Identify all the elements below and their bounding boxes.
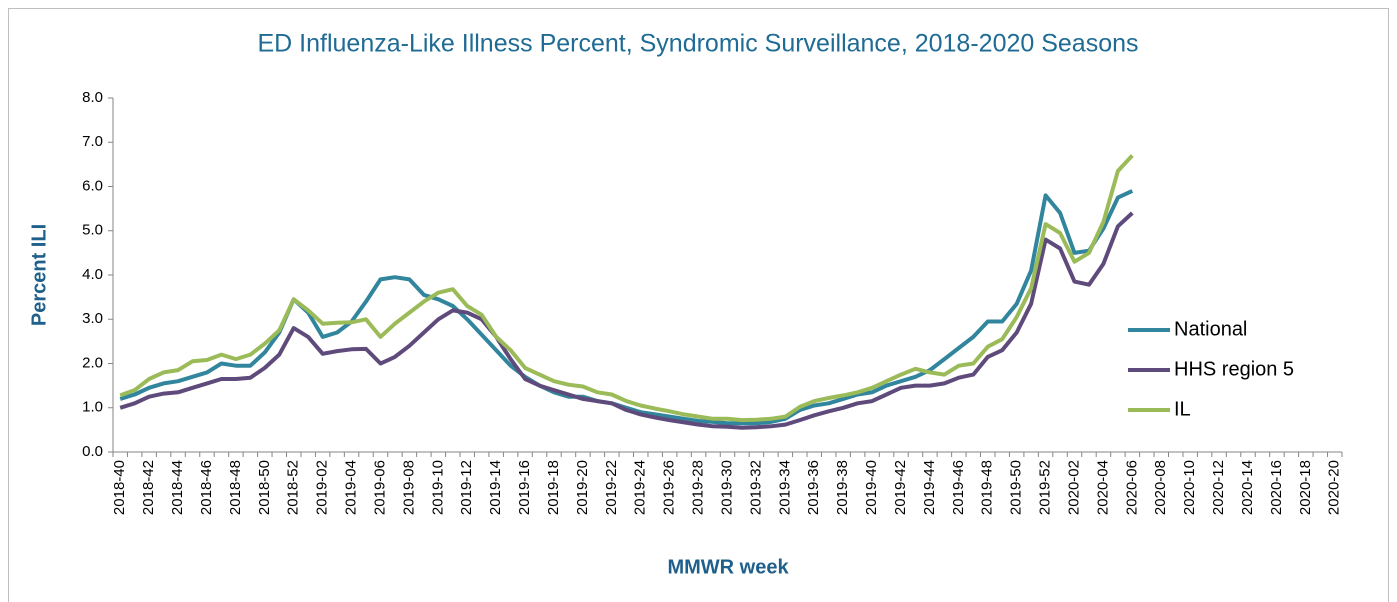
x-tick-label: 2019-52 [1037, 460, 1054, 515]
x-tick-label: 2019-02 [314, 460, 331, 515]
x-tick-label: 2019-22 [603, 460, 620, 515]
x-tick-label: 2019-30 [718, 460, 735, 515]
x-tick-label: 2019-24 [632, 460, 649, 515]
x-tick-label: 2020-18 [1297, 460, 1314, 515]
x-tick-label: 2020-20 [1326, 460, 1343, 515]
x-tick-label: 2018-44 [169, 460, 186, 515]
y-tick-label: 2.0 [82, 354, 103, 371]
x-tick-label: 2019-38 [834, 460, 851, 515]
chart-frame [8, 8, 1389, 602]
x-tick-label: 2018-52 [285, 460, 302, 515]
x-tick-label: 2019-04 [343, 460, 360, 515]
x-tick-label: 2020-14 [1239, 460, 1256, 515]
x-tick-label: 2019-14 [487, 460, 504, 515]
x-tick-label: 2020-16 [1268, 460, 1285, 515]
series-line [119, 211, 1134, 430]
x-tick-label: 2019-20 [574, 460, 591, 515]
legend-label: IL [1174, 398, 1191, 420]
y-axis-title: Percent ILI [28, 224, 50, 326]
x-tick-label: 2020-04 [1094, 460, 1111, 515]
x-tick-label: 2020-06 [1123, 460, 1140, 515]
x-tick-label: 2019-28 [690, 460, 707, 515]
x-tick-label: 2019-26 [661, 460, 678, 515]
x-tick-label: 2018-48 [227, 460, 244, 515]
x-tick-label: 2018-46 [198, 460, 215, 515]
legend-label: HHS region 5 [1174, 358, 1294, 380]
x-tick-label: 2018-42 [140, 460, 157, 515]
x-tick-label: 2019-16 [516, 460, 533, 515]
y-tick-label: 3.0 [82, 310, 103, 327]
x-tick-label: 2019-10 [429, 460, 446, 515]
x-tick-label: 2020-08 [1152, 460, 1169, 515]
x-tick-label: 2019-36 [805, 460, 822, 515]
x-tick-label: 2020-02 [1065, 460, 1082, 515]
x-tick-label: 2020-10 [1181, 460, 1198, 515]
x-tick-label: 2018-50 [256, 460, 273, 515]
y-tick-label: 5.0 [82, 222, 103, 239]
x-tick-label: 2019-08 [400, 460, 417, 515]
y-tick-label: 4.0 [82, 266, 103, 283]
x-tick-label: 2020-12 [1210, 460, 1227, 515]
y-tick-label: 7.0 [82, 133, 103, 150]
x-tick-label: 2018-40 [111, 460, 128, 515]
x-tick-label: 2019-32 [747, 460, 764, 515]
y-tick-label: 6.0 [82, 177, 103, 194]
x-tick-label: 2019-12 [458, 460, 475, 515]
x-tick-label: 2019-42 [892, 460, 909, 515]
y-tick-label: 8.0 [82, 89, 103, 106]
x-tick-label: 2019-40 [863, 460, 880, 515]
y-tick-label: 1.0 [82, 399, 103, 416]
x-tick-label: 2019-18 [545, 460, 562, 515]
x-tick-label: 2019-50 [1008, 460, 1025, 515]
x-axis-title: MMWR week [667, 556, 789, 578]
x-tick-label: 2019-34 [776, 460, 793, 515]
y-tick-label: 0.0 [82, 443, 103, 460]
chart-title: ED Influenza-Like Illness Percent, Syndr… [257, 30, 1138, 58]
x-tick-label: 2019-46 [950, 460, 967, 515]
x-tick-label: 2019-48 [979, 460, 996, 515]
x-tick-label: 2019-44 [921, 460, 938, 515]
series-line [119, 154, 1134, 423]
x-tick-label: 2019-06 [371, 460, 388, 515]
legend-label: National [1174, 318, 1247, 340]
